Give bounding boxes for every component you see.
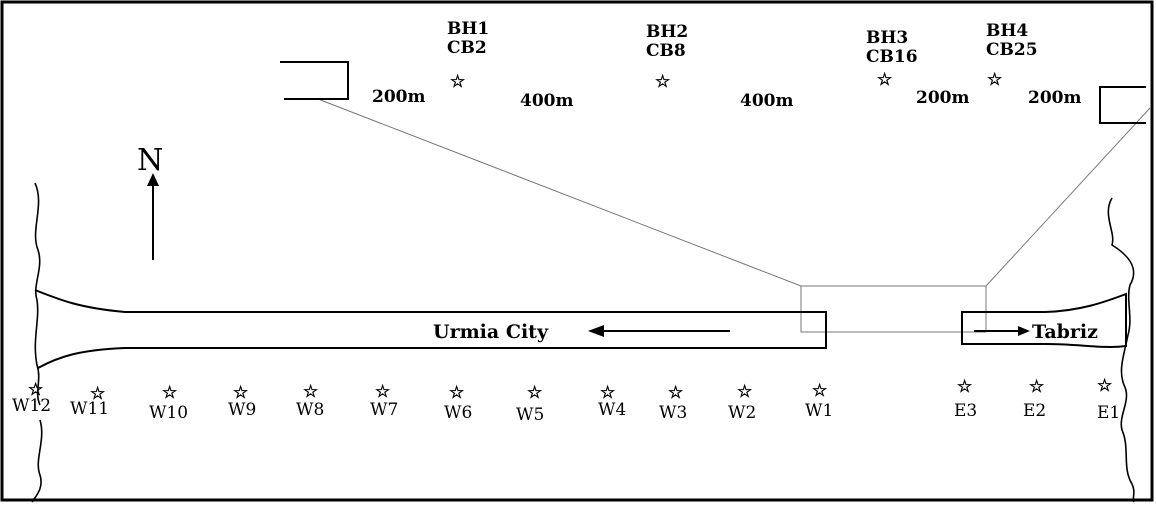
- station-star-icon: ☆: [303, 382, 319, 402]
- station-label-west: W2: [728, 403, 756, 423]
- station-star-icon: ☆: [957, 377, 973, 397]
- station-star-icon: ☆: [449, 383, 465, 403]
- station-label-east: E3: [954, 401, 977, 421]
- distance-label: 200m: [1028, 88, 1081, 108]
- zoom-box: [800, 285, 987, 333]
- shoreline-east: [1107, 197, 1135, 503]
- station-star-icon: ☆: [28, 380, 44, 400]
- station-star-icon: ☆: [668, 383, 684, 403]
- station-label-west: W11: [70, 399, 109, 419]
- north-arrow: N: [137, 143, 163, 260]
- station-label-west: W12: [12, 396, 51, 416]
- borehole-star-icon: ☆: [987, 70, 1003, 90]
- station-star-icon: ☆: [162, 383, 178, 403]
- borehole-star-icon: ☆: [655, 72, 671, 92]
- borehole-label: BH2: [646, 22, 688, 42]
- distance-label: 400m: [520, 91, 573, 111]
- station-label-west: W8: [296, 400, 324, 420]
- station-label-west: W9: [228, 400, 256, 420]
- city-label-tabriz: Tabriz: [1032, 321, 1098, 343]
- station-label-west: W4: [598, 400, 626, 420]
- arrow-west-icon: [588, 325, 604, 337]
- borehole-star-icon: ☆: [877, 70, 893, 90]
- station-star-icon: ☆: [375, 382, 391, 402]
- cross-borehole-label: CB25: [986, 40, 1038, 60]
- station-label-west: W5: [516, 405, 544, 425]
- causeway-east: [961, 292, 1127, 348]
- borehole-label: BH4: [986, 21, 1028, 41]
- distance-label: 200m: [372, 87, 425, 107]
- zoom-line-left: [317, 98, 802, 287]
- station-star-icon: ☆: [1029, 377, 1045, 397]
- station-star-icon: ☆: [812, 381, 828, 401]
- borehole-group-4: BH4 CB25 ☆: [986, 21, 1038, 90]
- borehole-star-icon: ☆: [450, 72, 466, 92]
- distance-label: 400m: [740, 91, 793, 111]
- station-star-icon: ☆: [737, 382, 753, 402]
- station-label-west: W3: [659, 403, 687, 423]
- north-arrowhead-icon: [147, 173, 159, 186]
- zoom-line-right: [985, 107, 1151, 287]
- borehole-group-1: BH1 CB2 ☆: [447, 19, 489, 92]
- station-label-west: W6: [444, 403, 472, 423]
- station-markers: ☆W12☆W11☆W10☆W9☆W8☆W7☆W6☆W5☆W4☆W3☆W2☆W1☆…: [12, 376, 1120, 425]
- borehole-label: BH1: [447, 19, 489, 39]
- shoreline-west: [31, 182, 43, 503]
- borehole-label: BH3: [866, 28, 908, 48]
- inset-bridge-end-west: [280, 61, 349, 100]
- station-star-icon: ☆: [1097, 376, 1113, 396]
- distance-label: 200m: [916, 88, 969, 108]
- borehole-group-3: BH3 CB16 ☆: [866, 28, 918, 90]
- cross-borehole-label: CB16: [866, 47, 918, 67]
- station-star-icon: ☆: [233, 383, 249, 403]
- station-label-west: W1: [805, 401, 833, 421]
- cross-borehole-label: CB2: [447, 38, 487, 58]
- causeway-west: [34, 289, 827, 369]
- inset-bridge-end-east: [1099, 86, 1146, 124]
- station-label-east: E1: [1097, 403, 1120, 423]
- borehole-group-2: BH2 CB8 ☆: [646, 22, 688, 92]
- station-star-icon: ☆: [90, 384, 106, 404]
- station-label-east: E2: [1023, 401, 1046, 421]
- station-star-icon: ☆: [527, 383, 543, 403]
- station-label-west: W7: [370, 400, 398, 420]
- city-label-urmia: Urmia City: [433, 321, 549, 343]
- arrow-east-icon: [1018, 326, 1030, 336]
- cross-borehole-label: CB8: [646, 41, 686, 61]
- station-label-west: W10: [149, 403, 188, 423]
- north-label: N: [137, 143, 163, 178]
- station-star-icon: ☆: [600, 383, 616, 403]
